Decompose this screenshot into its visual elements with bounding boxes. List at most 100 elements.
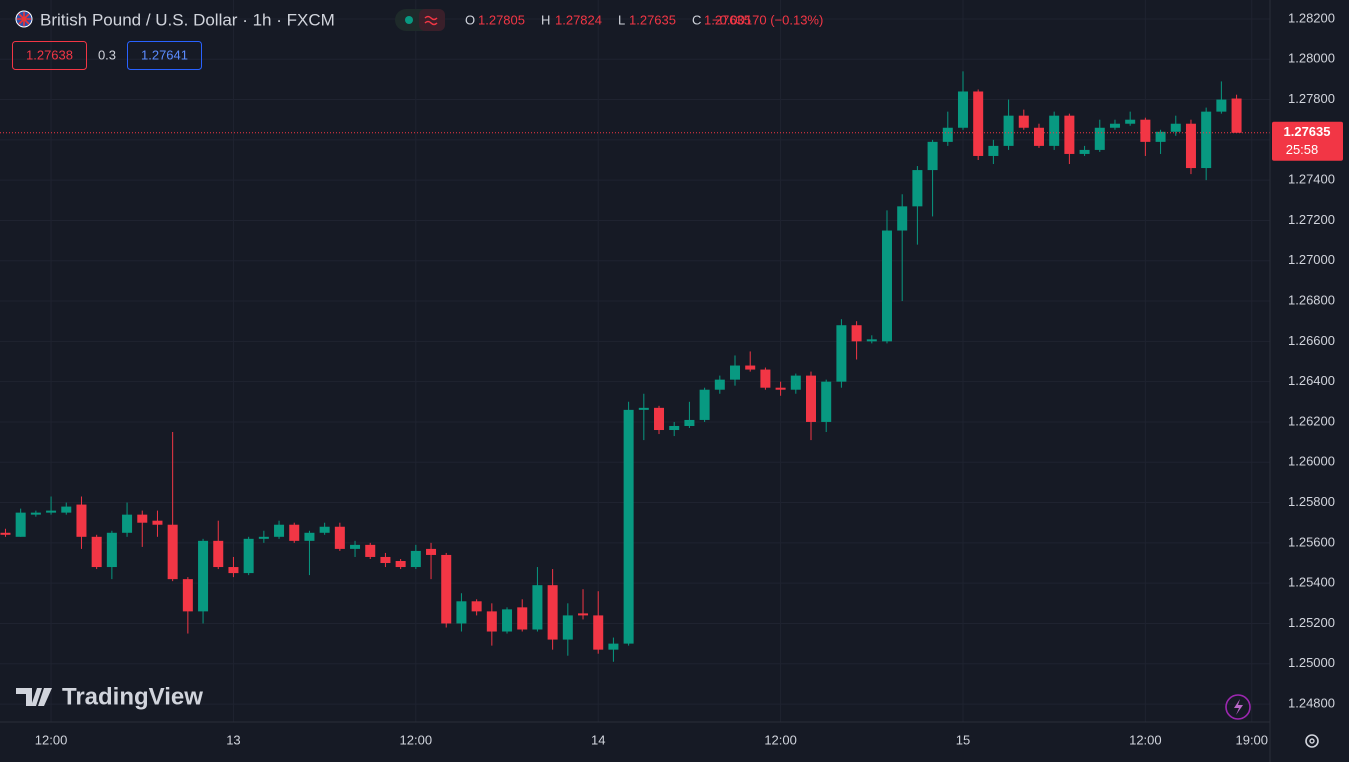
bolt-button[interactable] — [1225, 694, 1251, 720]
ask-box[interactable] — [127, 41, 202, 70]
candle-body — [547, 585, 558, 640]
x-tick-label: 15 — [956, 732, 970, 747]
candle-body — [532, 585, 543, 630]
candle-body — [699, 389, 710, 420]
candle-body — [638, 407, 649, 410]
ohlc-label: H — [541, 12, 550, 27]
symbol-title: British Pound / U.S. Dollar · 1h · FXCM — [40, 10, 335, 29]
x-tick-label: 12:00 — [35, 732, 68, 747]
candle-body — [426, 548, 437, 555]
candle-body — [228, 567, 239, 574]
candle-body — [745, 365, 756, 370]
y-tick-label: 1.27200 — [1288, 212, 1335, 227]
candle-body — [30, 512, 41, 515]
x-tick-label: 14 — [591, 732, 605, 747]
y-tick-label: 1.28200 — [1288, 10, 1335, 25]
y-tick-label: 1.28000 — [1288, 51, 1335, 66]
bid: 1.27638 — [26, 47, 73, 62]
candle-body — [76, 504, 87, 537]
candle-body — [46, 510, 57, 513]
candle-body — [319, 526, 330, 533]
candle-body — [365, 544, 376, 557]
candle-body — [714, 379, 725, 390]
settings-icon — [1309, 738, 1315, 744]
candle-body — [243, 538, 254, 574]
candle-body — [456, 601, 467, 624]
candle-body — [502, 609, 513, 632]
candle-body — [334, 526, 345, 549]
candle-body — [441, 554, 452, 624]
bolt-icon — [1234, 699, 1243, 715]
candle-body — [1079, 149, 1090, 154]
ohlc-label: C — [692, 12, 701, 27]
candle-body — [806, 375, 817, 422]
x-tick-label: 19:00 — [1235, 732, 1268, 747]
ohlc-value: 1.27805 — [478, 12, 525, 27]
candle-body — [1049, 115, 1060, 146]
last-price-tag — [1272, 121, 1343, 161]
candle-body — [15, 512, 26, 537]
candle-body — [730, 365, 741, 380]
y-tick-label: 1.26800 — [1288, 292, 1335, 307]
candle-body — [395, 560, 406, 568]
ohlc-label: L — [618, 12, 625, 27]
y-tick-label: 1.26000 — [1288, 454, 1335, 469]
wave-icon — [424, 15, 438, 26]
candle-body — [760, 369, 771, 388]
candle-body — [486, 611, 497, 632]
candle-body — [881, 230, 892, 342]
candle-body — [471, 601, 482, 612]
candle-body — [410, 550, 421, 568]
candle-body — [137, 514, 148, 523]
candle-body — [669, 425, 680, 431]
candle-body — [258, 536, 269, 539]
candle-body — [897, 206, 908, 231]
candle-body — [988, 145, 999, 156]
candle-body — [790, 375, 801, 390]
ohlc-value: 1.27824 — [555, 12, 602, 27]
candle-body — [775, 387, 786, 390]
candle-body — [182, 579, 193, 612]
candle-body — [1109, 123, 1120, 128]
candle-body — [167, 524, 178, 580]
candle-body — [380, 556, 391, 564]
watermark-logo — [16, 688, 52, 706]
candle-body — [289, 524, 300, 541]
status-dot — [405, 16, 413, 24]
candle-body — [684, 419, 695, 426]
candle-body — [61, 506, 72, 513]
y-tick-label: 1.26600 — [1288, 333, 1335, 348]
candle-body — [608, 643, 619, 650]
y-tick-label: 1.25200 — [1288, 615, 1335, 630]
candle-body — [517, 607, 528, 630]
x-tick-label: 12:00 — [764, 732, 797, 747]
candle-body — [106, 532, 117, 568]
grid — [0, 0, 1270, 722]
candle-body — [942, 127, 953, 142]
candle-body — [1064, 115, 1075, 154]
candle-body — [1201, 111, 1212, 169]
y-tick-label: 1.24800 — [1288, 696, 1335, 711]
candle-body — [851, 325, 862, 342]
candle-body — [274, 524, 285, 537]
candle-body — [836, 325, 847, 382]
candle-body — [866, 339, 877, 342]
bid-box[interactable] — [12, 41, 87, 70]
watermark: TradingView — [62, 683, 203, 710]
candle-body — [1185, 123, 1196, 169]
y-tick-label: 1.27800 — [1288, 91, 1335, 106]
change: −0.00170 (−0.13%) — [712, 12, 823, 27]
ohlc-legend: O 1.27805 H 1.27824 L 1.27635 C 1.27635 — [465, 12, 751, 27]
y-tick-label: 1.25400 — [1288, 575, 1335, 590]
candle-body — [1140, 119, 1151, 142]
ohlc-label: O — [465, 12, 475, 27]
y-tick-label: 1.26200 — [1288, 413, 1335, 428]
spread: 0.3 — [98, 47, 116, 62]
y-tick-label: 1.25000 — [1288, 655, 1335, 670]
candle-body — [927, 141, 938, 171]
last-price: 1.27635 — [1284, 124, 1331, 139]
candle-body — [304, 532, 315, 541]
x-tick-label: 13 — [226, 732, 240, 747]
settings-button[interactable] — [1305, 734, 1319, 748]
